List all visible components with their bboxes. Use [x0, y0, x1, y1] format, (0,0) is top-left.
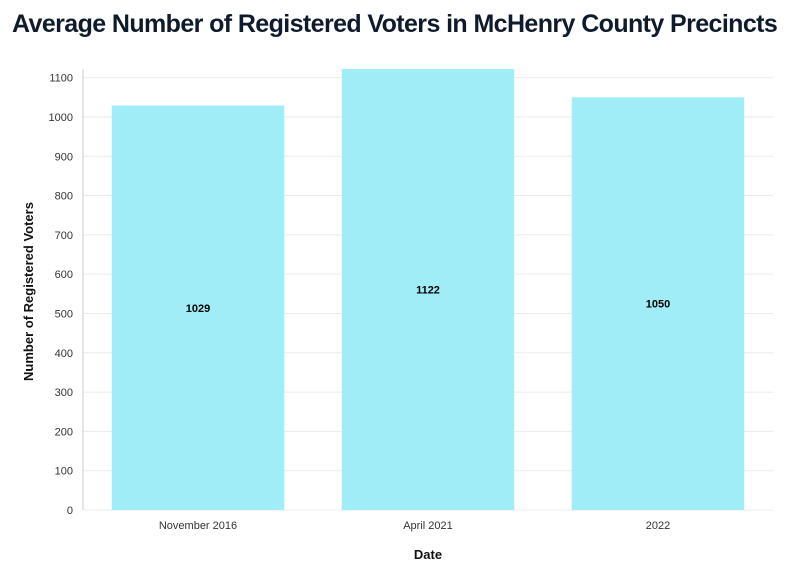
y-tick-label: 900 — [55, 151, 73, 163]
y-axis-ticks: 0 100 200 300 400 500 600 700 800 900 1000 1100 — [49, 73, 73, 517]
y-tick-label: 500 — [55, 308, 73, 320]
x-axis-title: Date — [414, 547, 442, 562]
bar-value-label: 1029 — [186, 303, 210, 315]
y-tick-label: 700 — [55, 230, 73, 242]
bar-value-label: 1050 — [646, 299, 670, 311]
bar — [571, 97, 745, 510]
x-axis-ticks: November 2016 April 2021 2022 — [159, 520, 670, 532]
y-tick-label: 400 — [55, 348, 73, 360]
x-tick-label: November 2016 — [159, 520, 237, 532]
y-tick-label: 600 — [55, 269, 73, 281]
x-tick-label: 2022 — [646, 520, 670, 532]
bars: 1029 1122 1050 — [111, 69, 745, 511]
bar — [111, 105, 285, 511]
bar-value-label: 1122 — [416, 285, 440, 297]
x-tick-label: April 2021 — [403, 520, 453, 532]
y-tick-label: 800 — [55, 191, 73, 203]
y-axis-title: Number of Registered Voters — [21, 202, 36, 381]
y-tick-label: 200 — [55, 426, 73, 438]
y-tick-label: 0 — [67, 505, 73, 517]
y-tick-label: 1000 — [49, 112, 73, 124]
y-tick-label: 300 — [55, 387, 73, 399]
bar — [341, 69, 515, 510]
chart-title: Average Number of Registered Voters in M… — [12, 10, 778, 38]
y-tick-label: 1100 — [49, 73, 73, 85]
y-tick-label: 100 — [55, 466, 73, 478]
